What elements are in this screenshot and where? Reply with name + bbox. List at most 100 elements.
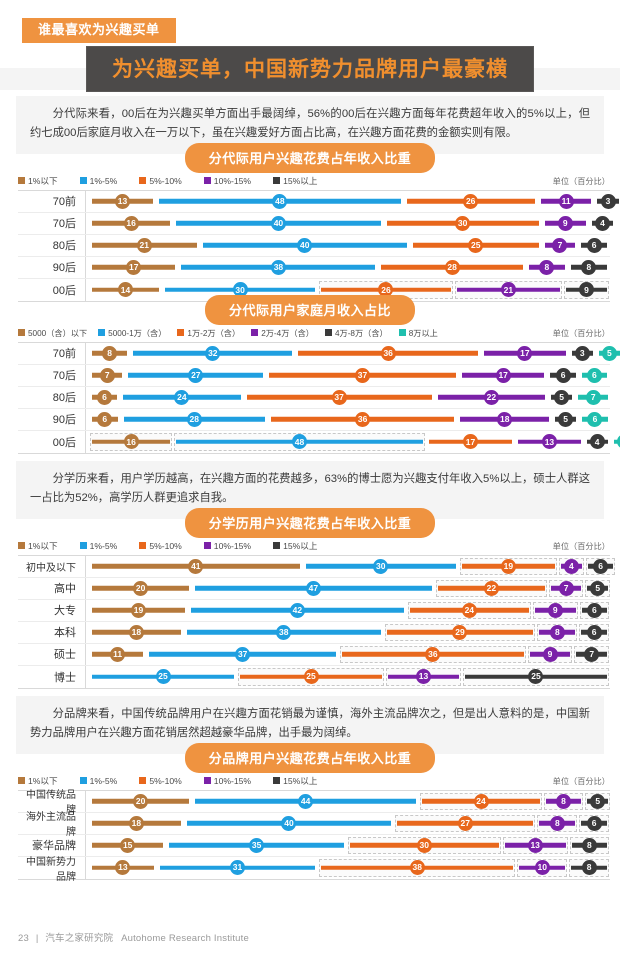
chart-segment[interactable]: 25 <box>89 666 237 688</box>
chart-segment[interactable]: 7 <box>575 387 611 408</box>
legend-item[interactable]: 15%以上 <box>273 775 317 787</box>
chart-segment[interactable]: 31 <box>157 857 319 879</box>
chart-segment[interactable]: 21 <box>89 235 200 256</box>
legend-item[interactable]: 2万-4万（含） <box>251 327 314 339</box>
chart-segment[interactable]: 7 <box>573 644 610 665</box>
chart-segment[interactable]: 8 <box>526 257 568 278</box>
chart-segment[interactable]: 42 <box>188 600 407 621</box>
chart-segment[interactable]: 29 <box>384 622 537 643</box>
chart-segment[interactable]: 19 <box>459 556 558 577</box>
chart-segment[interactable]: 5 <box>584 578 611 599</box>
section-tab-chip[interactable]: 谁最喜欢为兴趣买单 <box>22 18 176 44</box>
chart-segment[interactable]: 30 <box>347 835 502 856</box>
chart-segment[interactable]: 5 <box>552 409 579 430</box>
chart-segment[interactable]: 8 <box>568 257 610 278</box>
legend-item[interactable]: 1%以下 <box>18 175 58 187</box>
legend-item[interactable]: 1万-2万（含） <box>177 327 240 339</box>
chart-segment[interactable]: 4 <box>589 213 616 234</box>
chart-segment[interactable]: 19 <box>89 600 188 621</box>
chart-segment[interactable]: 13 <box>89 857 157 879</box>
chart-segment[interactable]: 47 <box>192 578 434 599</box>
legend-item[interactable]: 1%-5% <box>79 776 117 786</box>
chart-segment[interactable]: 30 <box>303 556 459 577</box>
legend-item[interactable]: 5%-10% <box>139 541 182 551</box>
chart-segment[interactable]: 37 <box>244 387 435 408</box>
legend-item[interactable]: 15%以上 <box>273 175 317 187</box>
chart-segment[interactable]: 17 <box>481 343 569 364</box>
chart-segment[interactable]: 8 <box>568 857 610 879</box>
chart-segment[interactable]: 9 <box>527 644 574 665</box>
legend-item[interactable]: 10%-15% <box>203 776 251 786</box>
chart-segment[interactable]: 7 <box>542 235 579 256</box>
chart-segment[interactable]: 7 <box>548 578 584 599</box>
chart-segment[interactable]: 4 <box>584 431 611 453</box>
legend-item[interactable]: 5000（含）以下 <box>18 327 87 339</box>
chart-segment[interactable]: 13 <box>385 666 462 688</box>
chart-segment[interactable]: 8 <box>536 622 578 643</box>
chart-segment[interactable]: 38 <box>184 622 384 643</box>
chart-segment[interactable]: 17 <box>426 431 515 453</box>
chart-segment[interactable]: 25 <box>237 666 385 688</box>
legend-item[interactable]: 1%以下 <box>18 540 58 552</box>
chart-segment[interactable]: 18 <box>457 409 552 430</box>
chart-segment[interactable]: 30 <box>384 213 542 234</box>
chart-segment[interactable]: 17 <box>89 257 178 278</box>
chart-segment[interactable]: 41 <box>89 556 303 577</box>
chart-segment[interactable]: 20 <box>89 578 192 599</box>
chart-segment[interactable]: 36 <box>268 409 457 430</box>
chart-segment[interactable]: 28 <box>121 409 268 430</box>
chart-segment[interactable]: 3 <box>594 191 620 212</box>
legend-item[interactable]: 15%以上 <box>273 540 317 552</box>
chart-segment[interactable]: 16 <box>89 213 173 234</box>
chart-segment[interactable]: 24 <box>419 791 543 812</box>
chart-segment[interactable]: 32 <box>130 343 295 364</box>
chart-segment[interactable]: 22 <box>435 387 548 408</box>
chart-segment[interactable]: 16 <box>89 431 173 453</box>
chart-segment[interactable]: 13 <box>502 835 569 856</box>
legend-item[interactable]: 10%-15% <box>203 176 251 186</box>
chart-segment[interactable]: 9 <box>542 213 589 234</box>
chart-segment[interactable]: 8 <box>543 791 584 812</box>
chart-segment[interactable]: 22 <box>435 578 548 599</box>
chart-segment[interactable]: 11 <box>538 191 595 212</box>
chart-segment[interactable]: 6 <box>89 409 121 430</box>
legend-item[interactable]: 1%以下 <box>18 775 58 787</box>
chart-segment[interactable]: 13 <box>89 191 156 212</box>
chart-segment[interactable]: 24 <box>120 387 244 408</box>
legend-item[interactable]: 10%-15% <box>203 541 251 551</box>
legend-item[interactable]: 4万-8万（含） <box>324 327 388 339</box>
chart-segment[interactable]: 36 <box>295 343 481 364</box>
chart-segment[interactable]: 40 <box>173 213 384 234</box>
chart-segment[interactable]: 9 <box>563 279 610 301</box>
chart-segment[interactable]: 1 <box>611 431 620 453</box>
chart-segment[interactable]: 37 <box>266 365 459 386</box>
chart-segment[interactable]: 3 <box>569 343 596 364</box>
chart-segment[interactable]: 36 <box>339 644 527 665</box>
chart-segment[interactable]: 6 <box>579 600 610 621</box>
chart-segment[interactable]: 7 <box>89 365 125 386</box>
chart-segment[interactable]: 5 <box>548 387 575 408</box>
legend-item[interactable]: 1%-5% <box>79 176 117 186</box>
chart-segment[interactable]: 18 <box>89 813 184 834</box>
chart-segment[interactable]: 5 <box>584 791 611 812</box>
chart-segment[interactable]: 17 <box>459 365 548 386</box>
chart-segment[interactable]: 35 <box>166 835 347 856</box>
chart-segment[interactable]: 15 <box>89 835 166 856</box>
chart-segment[interactable]: 48 <box>173 431 426 453</box>
chart-segment[interactable]: 5 <box>596 343 620 364</box>
chart-segment[interactable]: 25 <box>410 235 542 256</box>
chart-segment[interactable]: 6 <box>579 409 611 430</box>
chart-segment[interactable]: 8 <box>89 343 130 364</box>
legend-item[interactable]: 8万以上 <box>398 327 438 339</box>
legend-item[interactable]: 5%-10% <box>139 776 182 786</box>
chart-segment[interactable]: 8 <box>569 835 610 856</box>
legend-item[interactable]: 5%-10% <box>139 176 182 186</box>
chart-segment[interactable]: 6 <box>89 387 120 408</box>
chart-segment[interactable]: 44 <box>192 791 419 812</box>
chart-segment[interactable]: 38 <box>178 257 378 278</box>
chart-segment[interactable]: 21 <box>454 279 563 301</box>
chart-segment[interactable]: 18 <box>89 622 184 643</box>
chart-segment[interactable]: 40 <box>184 813 395 834</box>
chart-segment[interactable]: 30 <box>162 279 318 301</box>
chart-segment[interactable]: 9 <box>532 600 579 621</box>
